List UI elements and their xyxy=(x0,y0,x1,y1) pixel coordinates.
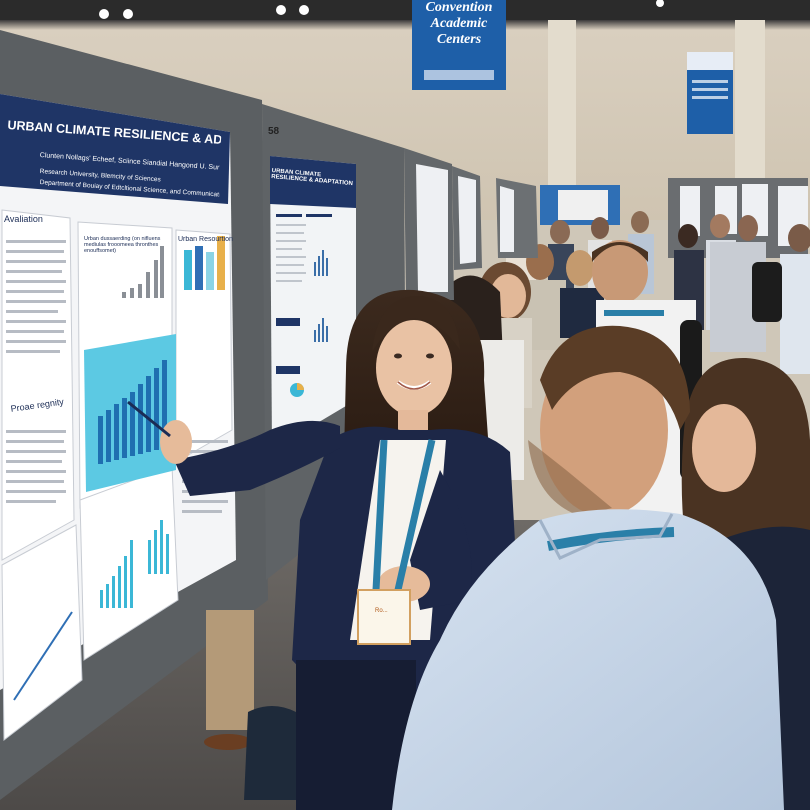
presenter-badge xyxy=(357,589,411,645)
banner-small-top xyxy=(687,52,733,70)
banner-line-2: Academic xyxy=(430,16,488,31)
banner-logo-strip xyxy=(424,70,494,80)
poster-bottom-bars xyxy=(100,520,169,608)
presenter-lanyard xyxy=(372,439,436,591)
poster-second-header xyxy=(270,156,356,208)
poster-section-heading: Urban Resourtion xyxy=(178,236,233,243)
poster-section-heading: Avaliation xyxy=(4,214,43,224)
presenter-eye xyxy=(394,353,402,359)
man-beard xyxy=(528,440,612,516)
wall-pillar xyxy=(548,20,576,190)
man-collar xyxy=(538,513,674,560)
poster-color-bars xyxy=(184,236,225,290)
poster-fourth-paper xyxy=(458,176,476,264)
pointer-pen xyxy=(127,400,171,438)
presenter-woman xyxy=(160,289,516,810)
ceiling-light xyxy=(656,0,664,7)
far-poster xyxy=(680,186,700,236)
man-hair xyxy=(540,325,690,430)
presenter-face xyxy=(376,320,452,416)
poster-highlight-bars xyxy=(98,360,167,464)
banner-small-line xyxy=(692,96,728,99)
poster-left-columns xyxy=(1,209,233,742)
poster-second-content xyxy=(276,214,332,397)
presenter-hand-pointing xyxy=(160,420,192,464)
man-lanyard xyxy=(547,527,675,551)
badge-name: Ro... xyxy=(375,608,388,614)
poster-third-paper xyxy=(416,164,448,292)
poster-second-paper xyxy=(270,156,356,450)
background-person-shoe xyxy=(204,734,252,750)
poster-trend-line xyxy=(13,611,73,701)
presenter-hair-top xyxy=(372,296,460,352)
ceiling-light xyxy=(299,5,309,15)
presenter-lips xyxy=(397,381,431,390)
ceiling-light xyxy=(276,5,286,15)
man-shirt xyxy=(392,509,784,810)
background-person-legs xyxy=(206,610,254,730)
floor-backpack xyxy=(244,706,304,800)
far-poster xyxy=(558,190,608,220)
right-woman-face xyxy=(692,404,756,492)
hanging-banner-text: Convention Academic Centers xyxy=(416,0,502,48)
banner-line-3: Centers xyxy=(436,32,482,47)
poster-fifth-paper xyxy=(500,186,514,252)
presenter-eye xyxy=(426,353,434,359)
board-number: 58 xyxy=(268,126,280,137)
banner-small-line xyxy=(692,88,728,91)
ceiling-light xyxy=(99,9,109,19)
wall-pillar xyxy=(735,20,765,180)
banner-small-line xyxy=(692,80,728,83)
attendee-foreground-man xyxy=(392,325,784,810)
poster-left-header xyxy=(0,94,230,204)
poster-chart-caption: Urban dussaerding (on nifluens mediulas … xyxy=(84,236,161,254)
banner-line-1: Convention xyxy=(425,0,493,15)
ceiling-light xyxy=(123,9,133,19)
poster-bar-chart-small xyxy=(122,246,164,298)
presenter-arm-raised xyxy=(174,420,340,496)
